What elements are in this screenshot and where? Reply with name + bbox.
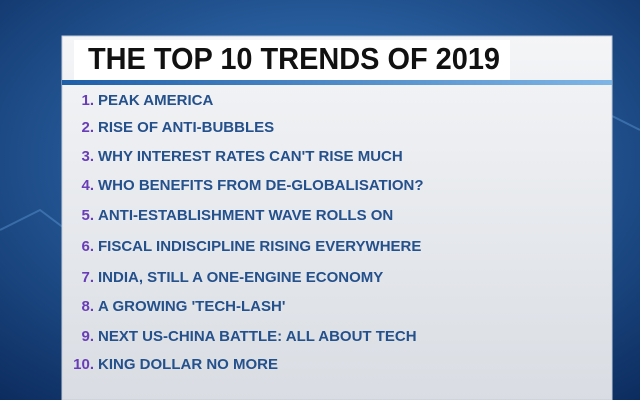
item-text: INDIA, STILL A ONE-ENGINE ECONOMY: [98, 269, 383, 286]
item-number: 2.: [81, 119, 94, 136]
item-number: 7.: [81, 269, 94, 286]
item-text: FISCAL INDISCIPLINE RISING EVERYWHERE: [98, 238, 421, 255]
panel: [61, 35, 613, 400]
item-text: PEAK AMERICA: [98, 92, 213, 109]
item-text: A GROWING 'TECH-LASH': [98, 298, 285, 315]
item-number: 9.: [81, 328, 94, 345]
item-number: 4.: [81, 177, 94, 194]
item-number: 1.: [81, 92, 94, 109]
item-text: KING DOLLAR NO MORE: [98, 356, 278, 373]
item-text: WHO BENEFITS FROM DE-GLOBALISATION?: [98, 177, 424, 194]
item-text: WHY INTEREST RATES CAN'T RISE MUCH: [98, 148, 403, 165]
item-number: 10.: [73, 356, 94, 373]
title-bar: [74, 40, 510, 80]
item-text: ANTI-ESTABLISHMENT WAVE ROLLS ON: [98, 207, 393, 224]
item-text: NEXT US-CHINA BATTLE: ALL ABOUT TECH: [98, 328, 417, 345]
title-stripe: [62, 80, 612, 85]
title: THE TOP 10 TRENDS OF 2019: [88, 41, 500, 76]
item-text: RISE OF ANTI-BUBBLES: [98, 119, 274, 136]
item-number: 3.: [81, 148, 94, 165]
item-number: 5.: [81, 207, 94, 224]
item-number: 8.: [81, 298, 94, 315]
item-number: 6.: [81, 238, 94, 255]
